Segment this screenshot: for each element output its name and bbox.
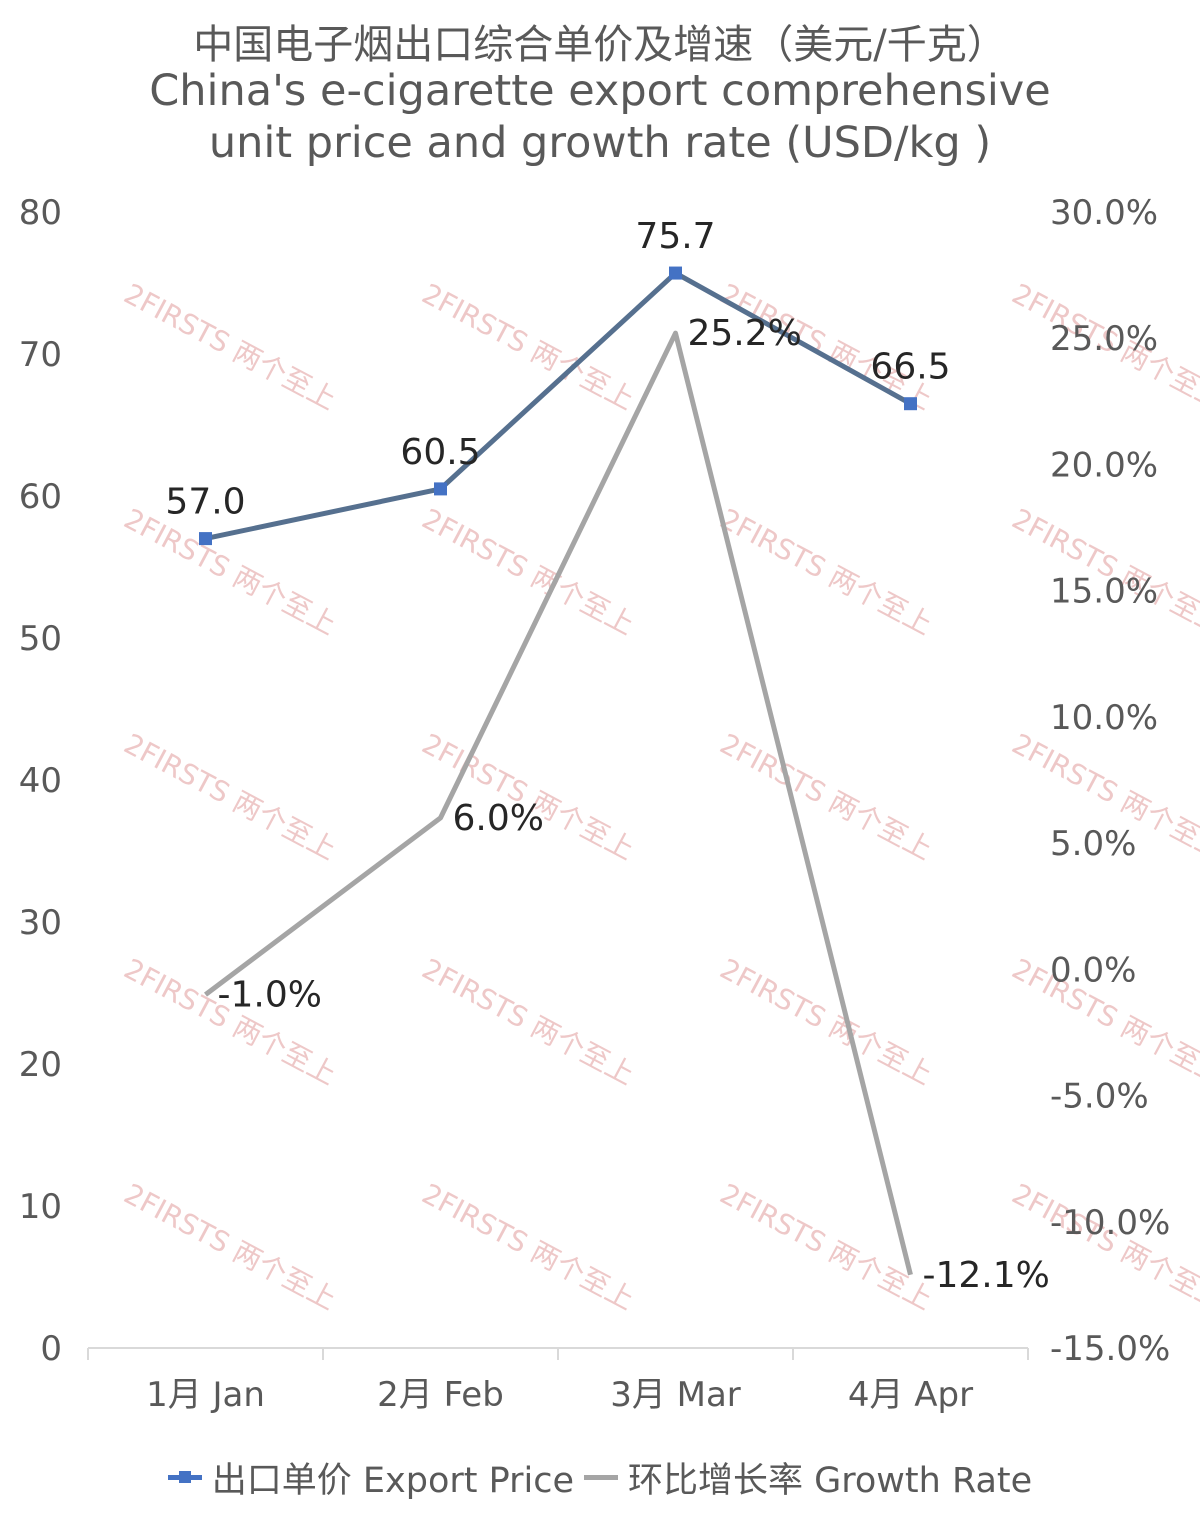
x-tick-label: 2月 Feb: [377, 1375, 504, 1415]
svg-text:2FIRSTS 两个至上: 2FIRSTS 两个至上: [119, 1177, 342, 1317]
watermark: 2FIRSTS 两个至上: [715, 727, 938, 867]
y-left-tick-label: 80: [19, 193, 62, 233]
series-line-growth-rate: [203, 330, 913, 1276]
chart-subtitle-line-2: unit price and growth rate (USD/kg ): [208, 118, 992, 168]
watermark: 2FIRSTS 两个至上: [119, 277, 342, 417]
y-left-tick-label: 10: [19, 1187, 62, 1227]
chart-title: 中国电子烟出口综合单价及增速（美元/千克）: [193, 22, 1007, 68]
x-tick-label: 1月 Jan: [146, 1375, 265, 1415]
watermark: 2FIRSTS 两个至上: [119, 502, 342, 642]
export-price-point: [199, 532, 212, 546]
watermark: 2FIRSTS 两个至上: [119, 1177, 342, 1317]
y-left-tick-label: 40: [19, 761, 62, 801]
svg-text:2FIRSTS 两个至上: 2FIRSTS 两个至上: [715, 727, 938, 867]
growth-rate-data-label: 6.0%: [453, 798, 544, 839]
y-right-tick-label: -10.0%: [1050, 1203, 1170, 1243]
series-line-export-price: [204, 270, 912, 542]
y-right-tick-label: 0.0%: [1050, 950, 1136, 990]
chart-subtitle-line-1: China's e-cigarette export comprehensive: [149, 66, 1051, 116]
watermark: 2FIRSTS 两个至上: [417, 952, 640, 1092]
legend-line-marker-icon: [167, 1471, 202, 1483]
watermark: 2FIRSTS 两个至上: [119, 727, 342, 867]
y-right-tick-label: 20.0%: [1050, 445, 1158, 485]
svg-text:2FIRSTS 两个至上: 2FIRSTS 两个至上: [417, 277, 640, 417]
watermark: 2FIRSTS 两个至上: [417, 502, 640, 642]
watermark: 2FIRSTS 两个至上: [417, 1177, 640, 1317]
growth-rate-data-label: 25.2%: [688, 313, 802, 354]
y-right-tick-label: -15.0%: [1050, 1329, 1170, 1369]
x-tick-label: 4月 Apr: [848, 1375, 973, 1415]
export-price-point: [669, 266, 682, 280]
export-price-data-label: 75.7: [635, 216, 715, 257]
export-price-point: [904, 397, 917, 411]
export-price-point: [434, 482, 447, 496]
y-left-tick-label: 50: [19, 619, 62, 659]
svg-text:2FIRSTS 两个至上: 2FIRSTS 两个至上: [715, 952, 938, 1092]
y-right-tick-label: 30.0%: [1050, 193, 1158, 233]
y-right-tick-label: 10.0%: [1050, 698, 1158, 738]
data-labels: 57.0 60.5 75.7 66.5 -1.0% 6.0% 25.2% -12.1%: [165, 216, 1049, 1296]
y-left-tick-label: 70: [19, 335, 62, 375]
legend-line-icon: [584, 1475, 618, 1480]
y-right-tick-label: -5.0%: [1050, 1077, 1149, 1117]
axes: 1月 Jan 2月 Feb 3月 Mar 4月 Apr 0 10 20 30 40 50 60 70 8…: [19, 193, 1171, 1415]
export-price-data-label: 66.5: [870, 347, 950, 388]
y-left-tick-label: 20: [19, 1045, 62, 1085]
legend-item-growth-rate[interactable]: 环比增长率 Growth Rate: [584, 1452, 1032, 1503]
x-tick-label: 3月 Mar: [610, 1375, 741, 1415]
legend-item-export-price[interactable]: 出口单价 Export Price: [167, 1452, 574, 1503]
export-price-data-label: 60.5: [400, 432, 480, 473]
svg-text:2FIRSTS 两个至上: 2FIRSTS 两个至上: [119, 502, 342, 642]
growth-rate-data-label: -12.1%: [923, 1255, 1050, 1296]
legend-label-export-price: 出口单价 Export Price: [211, 1461, 574, 1501]
svg-text:2FIRSTS 两个至上: 2FIRSTS 两个至上: [417, 1177, 640, 1317]
svg-text:2FIRSTS 两个至上: 2FIRSTS 两个至上: [417, 952, 640, 1092]
export-price-data-label: 57.0: [165, 482, 245, 523]
growth-rate-data-label: -1.0%: [218, 975, 322, 1016]
y-right-tick-label: 5.0%: [1050, 824, 1136, 864]
svg-text:2FIRSTS 两个至上: 2FIRSTS 两个至上: [119, 727, 342, 867]
svg-text:2FIRSTS 两个至上: 2FIRSTS 两个至上: [417, 502, 640, 642]
watermark: 2FIRSTS 两个至上: [417, 277, 640, 417]
y-right-tick-label: 25.0%: [1050, 319, 1158, 359]
legend-label-growth-rate: 环比增长率 Growth Rate: [628, 1461, 1033, 1501]
y-left-tick-label: 0: [40, 1329, 62, 1369]
watermark: 2FIRSTS 两个至上: [715, 952, 938, 1092]
legend: 出口单价 Export Price 环比增长率 Growth Rate: [0, 1452, 1200, 1503]
y-left-tick-label: 60: [19, 477, 62, 517]
y-left-tick-label: 30: [19, 903, 62, 943]
series-layer: [199, 266, 917, 1276]
y-right-tick-label: 15.0%: [1050, 572, 1158, 612]
svg-text:2FIRSTS 两个至上: 2FIRSTS 两个至上: [119, 277, 342, 417]
watermark-layer: 2FIRSTS 两个至上 2FIRSTS 两个至上 2FIRSTS 两个至上 2FIR…: [119, 277, 1200, 1317]
